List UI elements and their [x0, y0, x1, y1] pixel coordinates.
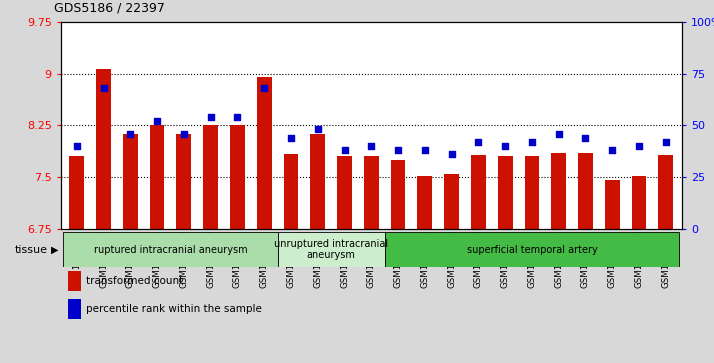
Point [526, 139, 538, 145]
Bar [96, 69, 111, 229]
Point [392, 147, 403, 153]
Bar [69, 156, 84, 229]
Bar [578, 153, 593, 229]
Bar [337, 156, 352, 229]
Text: percentile rank within the sample: percentile rank within the sample [86, 303, 262, 314]
Point [178, 131, 189, 136]
Text: transformed count: transformed count [86, 276, 183, 286]
Point [258, 85, 270, 91]
Point [499, 143, 511, 149]
Bar [605, 180, 620, 229]
Bar [525, 156, 539, 229]
Point [312, 126, 323, 132]
Bar [498, 156, 513, 229]
Point [633, 143, 645, 149]
Bar [632, 176, 646, 229]
Point [231, 114, 243, 120]
Bar [444, 174, 459, 229]
Point [446, 151, 457, 157]
Point [124, 131, 136, 136]
Point [553, 131, 564, 136]
Text: GDS5186 / 22397: GDS5186 / 22397 [54, 1, 164, 15]
Point [205, 114, 216, 120]
Point [338, 147, 350, 153]
Bar [551, 153, 566, 229]
Point [660, 139, 671, 145]
FancyBboxPatch shape [385, 232, 679, 267]
Bar [123, 134, 138, 229]
Text: ▶: ▶ [51, 245, 59, 254]
Bar [257, 77, 271, 229]
Text: ruptured intracranial aneurysm: ruptured intracranial aneurysm [94, 245, 247, 254]
Point [71, 143, 82, 149]
Bar [150, 125, 164, 229]
Bar [311, 134, 325, 229]
Bar [471, 155, 486, 229]
Bar [391, 160, 406, 229]
Point [285, 135, 296, 140]
Point [580, 135, 591, 140]
Point [98, 85, 109, 91]
Text: unruptured intracranial
aneurysm: unruptured intracranial aneurysm [274, 239, 388, 260]
Bar [176, 134, 191, 229]
Bar [418, 176, 432, 229]
Bar [203, 125, 218, 229]
Point [419, 147, 431, 153]
Bar [283, 154, 298, 229]
Point [473, 139, 484, 145]
Bar [658, 155, 673, 229]
Text: superficial temporal artery: superficial temporal artery [466, 245, 598, 254]
Bar [364, 156, 378, 229]
Text: tissue: tissue [14, 245, 47, 254]
Point [366, 143, 377, 149]
FancyBboxPatch shape [278, 232, 385, 267]
Bar [230, 125, 245, 229]
FancyBboxPatch shape [64, 232, 278, 267]
Point [151, 118, 163, 124]
Point [606, 147, 618, 153]
